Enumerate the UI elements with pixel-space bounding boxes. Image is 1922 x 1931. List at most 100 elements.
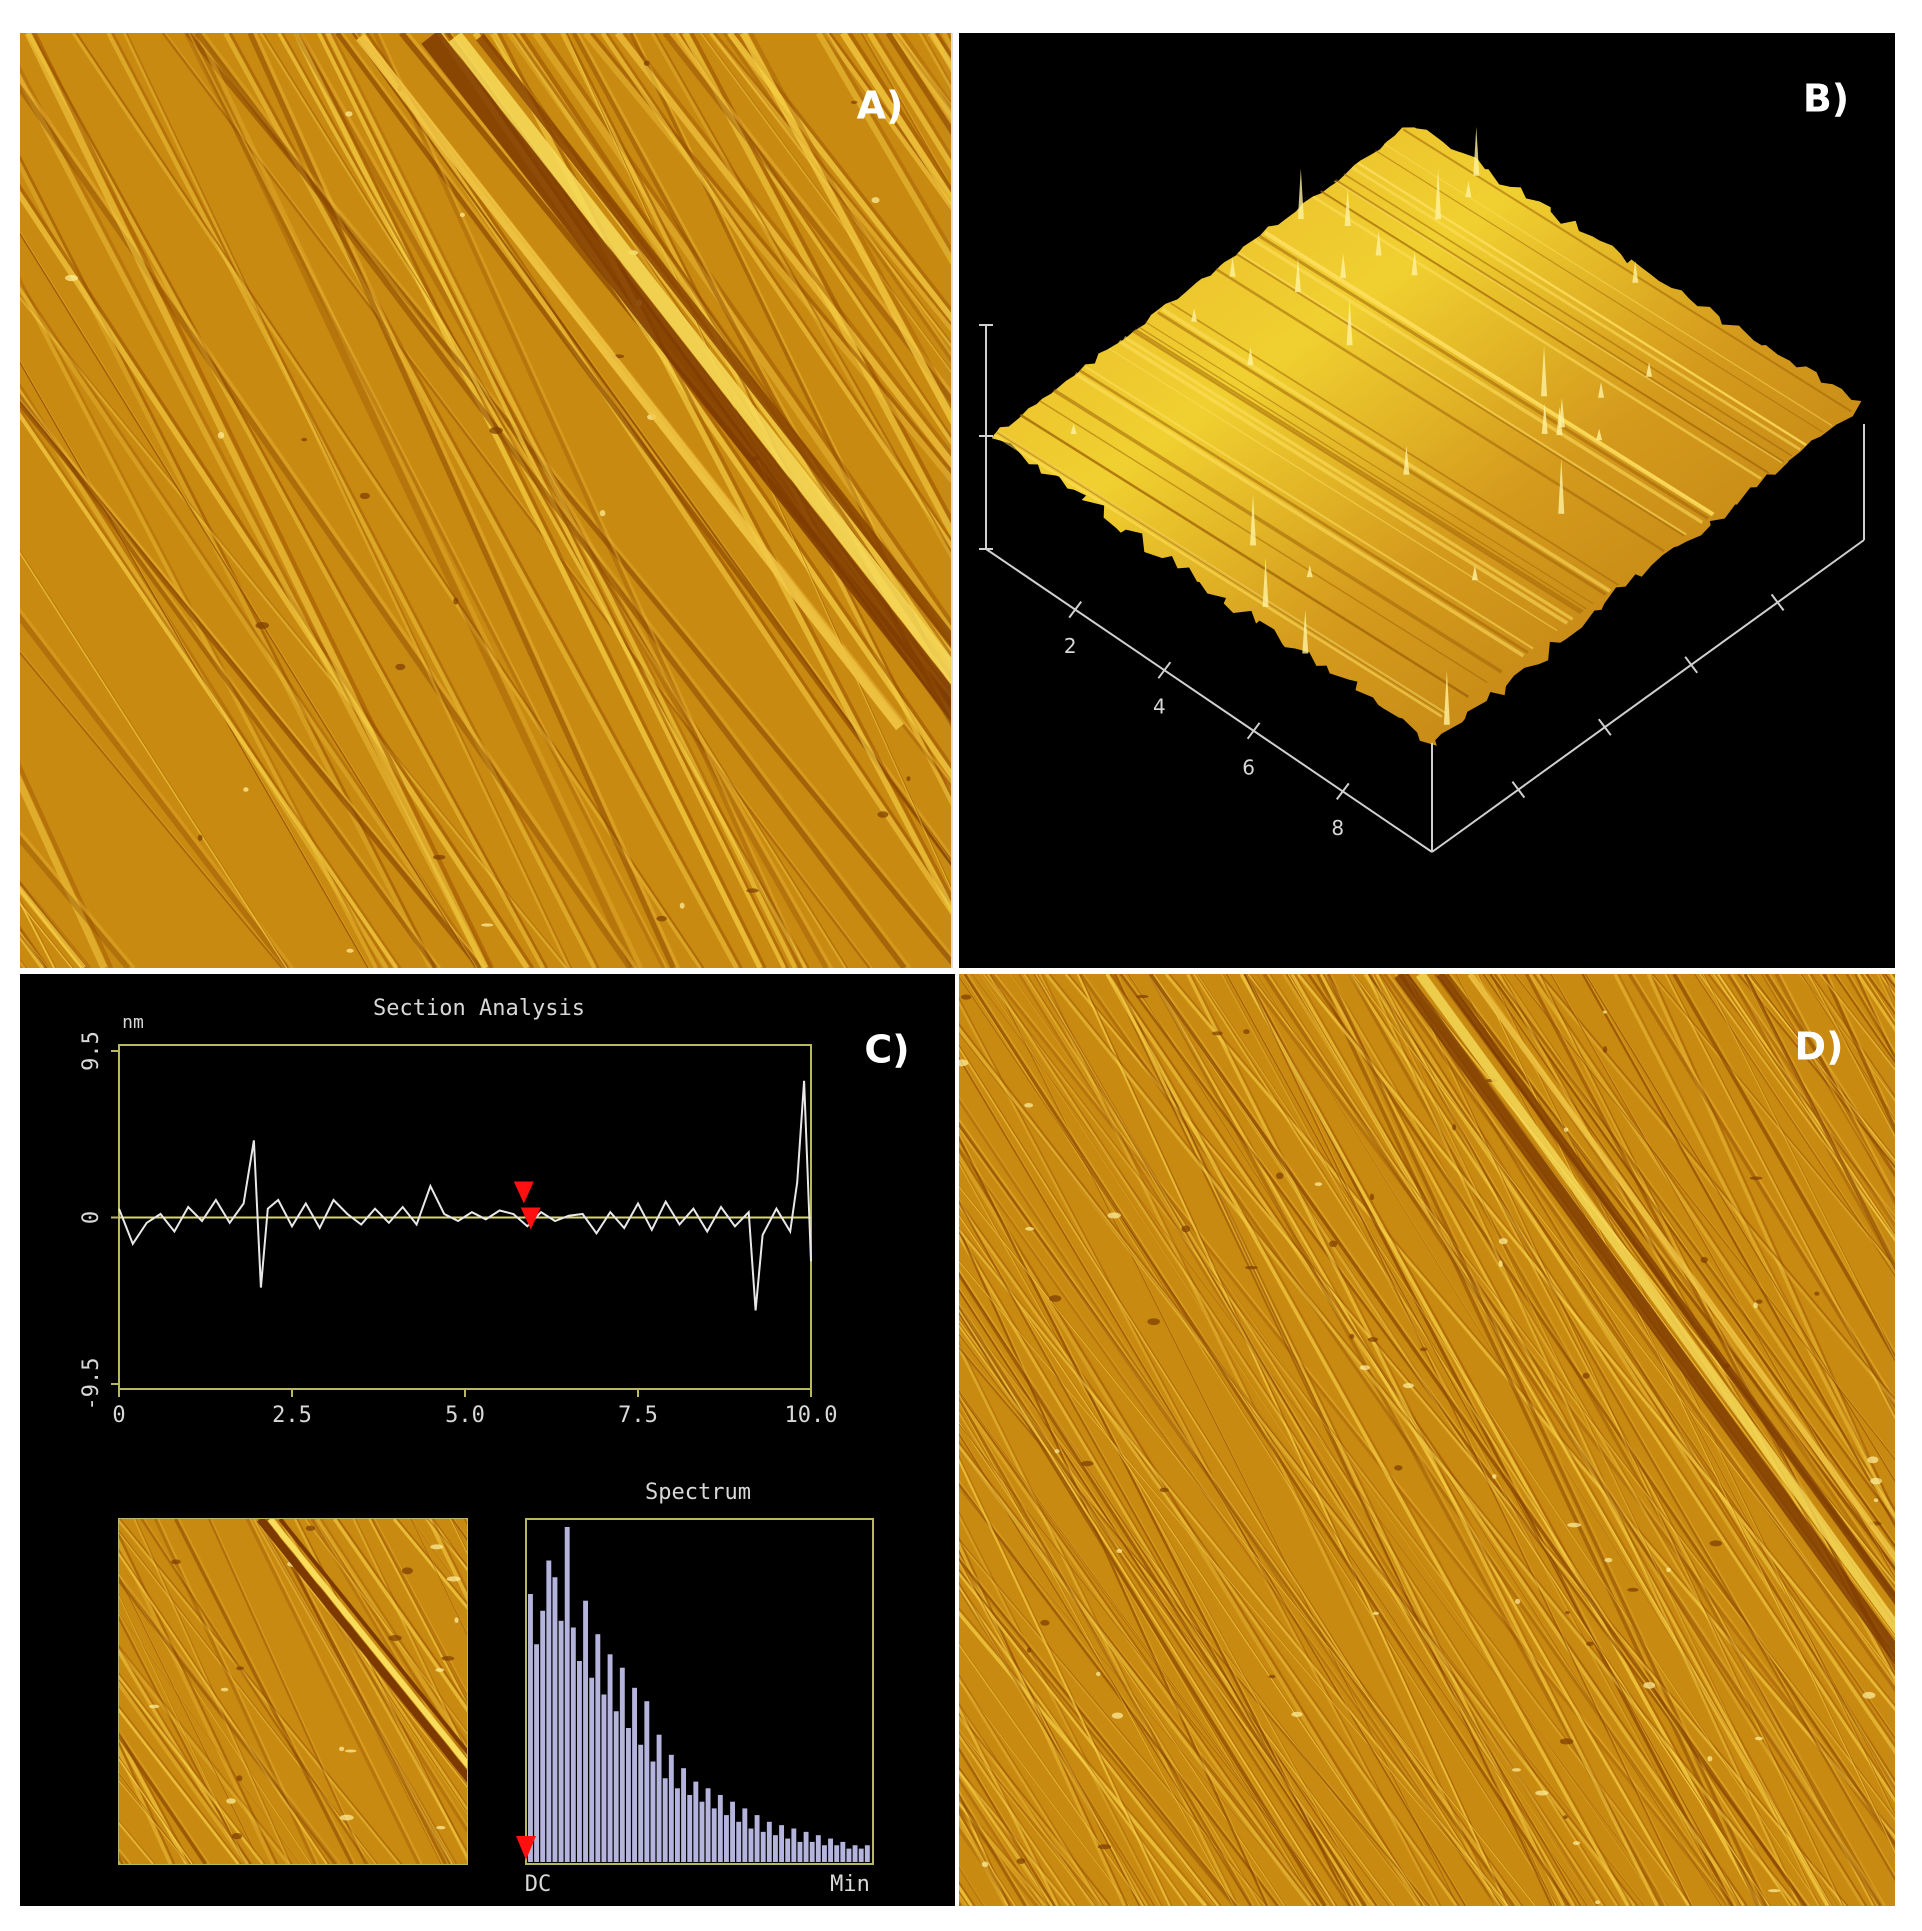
streak — [269, 1519, 442, 1864]
streak — [20, 232, 477, 968]
streak-shadow — [1020, 974, 1601, 1906]
streak — [119, 1519, 400, 1864]
streak-shadow — [622, 33, 952, 459]
streak — [119, 1595, 247, 1864]
surface-spike — [1558, 458, 1565, 514]
streak-shadow — [1631, 974, 1895, 1403]
surface-spike — [1646, 361, 1653, 377]
surface-ridge — [1084, 365, 1534, 650]
speck — [301, 437, 308, 442]
surface-ridge — [1374, 149, 1824, 433]
speck — [656, 915, 667, 922]
streak — [410, 1519, 467, 1636]
speck — [1563, 1127, 1569, 1132]
streak — [195, 33, 907, 968]
streak-shadow — [1079, 974, 1510, 1906]
spectrum-bar — [717, 1795, 723, 1862]
streak — [959, 1228, 1509, 1906]
surface-ridge — [1383, 143, 1833, 427]
streak — [1664, 974, 1895, 1421]
spectrum-end-label: Min — [830, 1872, 870, 1897]
streak-shadow — [1729, 974, 1895, 1223]
streak-shadow — [959, 1487, 1314, 1906]
streak-shadow — [20, 398, 486, 968]
streak — [333, 1519, 467, 1713]
streak-shadow — [119, 1575, 339, 1864]
streak — [1482, 974, 1895, 1571]
speck — [1873, 1498, 1879, 1503]
speck — [1498, 1238, 1508, 1245]
surface-ridge — [1144, 321, 1594, 605]
spectrum-bar — [644, 1701, 650, 1862]
streak-shadow — [959, 1197, 1358, 1906]
speck — [453, 597, 459, 605]
streak-shadow — [119, 1572, 312, 1864]
streak — [1501, 974, 1895, 1563]
streak-shadow — [959, 1213, 1427, 1906]
streak-shadow — [959, 1225, 1511, 1906]
main-groove — [421, 33, 952, 722]
spectrum-bar — [693, 1781, 699, 1862]
streak-shadow — [1371, 974, 1895, 1877]
surface-spike — [1471, 565, 1478, 581]
streak — [119, 1575, 262, 1864]
streak — [1536, 974, 1895, 1405]
streak — [119, 1647, 290, 1864]
surface-ridge — [1333, 180, 1783, 464]
streak — [740, 33, 952, 427]
streak — [959, 1443, 1312, 1906]
streak-shadow — [1048, 974, 1800, 1906]
spectrum-bar — [736, 1821, 742, 1862]
speck — [960, 994, 972, 1000]
streak — [959, 1746, 1056, 1906]
speck — [305, 1525, 316, 1531]
speck — [430, 1544, 444, 1550]
speck — [1291, 1711, 1303, 1717]
streak — [1105, 974, 1745, 1906]
surface-spike — [1297, 168, 1304, 219]
speck — [395, 663, 406, 671]
surface-spike — [1632, 260, 1639, 283]
speck — [1314, 1182, 1323, 1187]
streak — [71, 33, 702, 968]
spectrum-bar — [779, 1825, 785, 1862]
box-tick — [1770, 593, 1785, 612]
section-title: Section Analysis — [373, 996, 585, 1021]
streak — [722, 33, 952, 365]
speck — [1498, 1260, 1503, 1268]
streak-shadow — [1695, 974, 1895, 1275]
streak — [959, 1584, 1149, 1906]
spectrum-bar — [632, 1687, 638, 1862]
streak-shadow — [959, 1392, 1255, 1906]
streak — [24, 33, 489, 968]
streak-shadow — [959, 1555, 1240, 1906]
speck — [1359, 1365, 1370, 1371]
streak — [1737, 974, 1895, 1169]
streak — [1404, 974, 1843, 1906]
speck — [1049, 1295, 1062, 1302]
speck — [148, 1704, 160, 1709]
streak — [1807, 974, 1895, 1139]
speck — [1420, 1347, 1428, 1352]
streak — [20, 651, 283, 968]
spectrum-bar — [528, 1594, 533, 1862]
speck — [1567, 1522, 1582, 1528]
streak — [532, 33, 952, 640]
streak-shadow — [605, 33, 952, 543]
speck — [339, 1814, 354, 1821]
streak — [1368, 974, 1895, 1882]
streak-shadow — [1701, 974, 1895, 1238]
streak-shadow — [959, 1117, 1518, 1906]
streak-shadow — [669, 33, 952, 396]
streak — [310, 1519, 467, 1782]
streak-shadow — [111, 33, 600, 968]
speck — [1586, 1641, 1594, 1646]
axis-tick — [1068, 600, 1082, 619]
streak-shadow — [959, 1430, 1253, 1906]
streak — [1727, 974, 1895, 1272]
streak-shadow — [959, 1445, 1322, 1906]
speck — [981, 1861, 989, 1868]
streak-shadow — [119, 1530, 378, 1864]
streak-shadow — [1245, 974, 1694, 1906]
streak — [1365, 974, 1801, 1906]
